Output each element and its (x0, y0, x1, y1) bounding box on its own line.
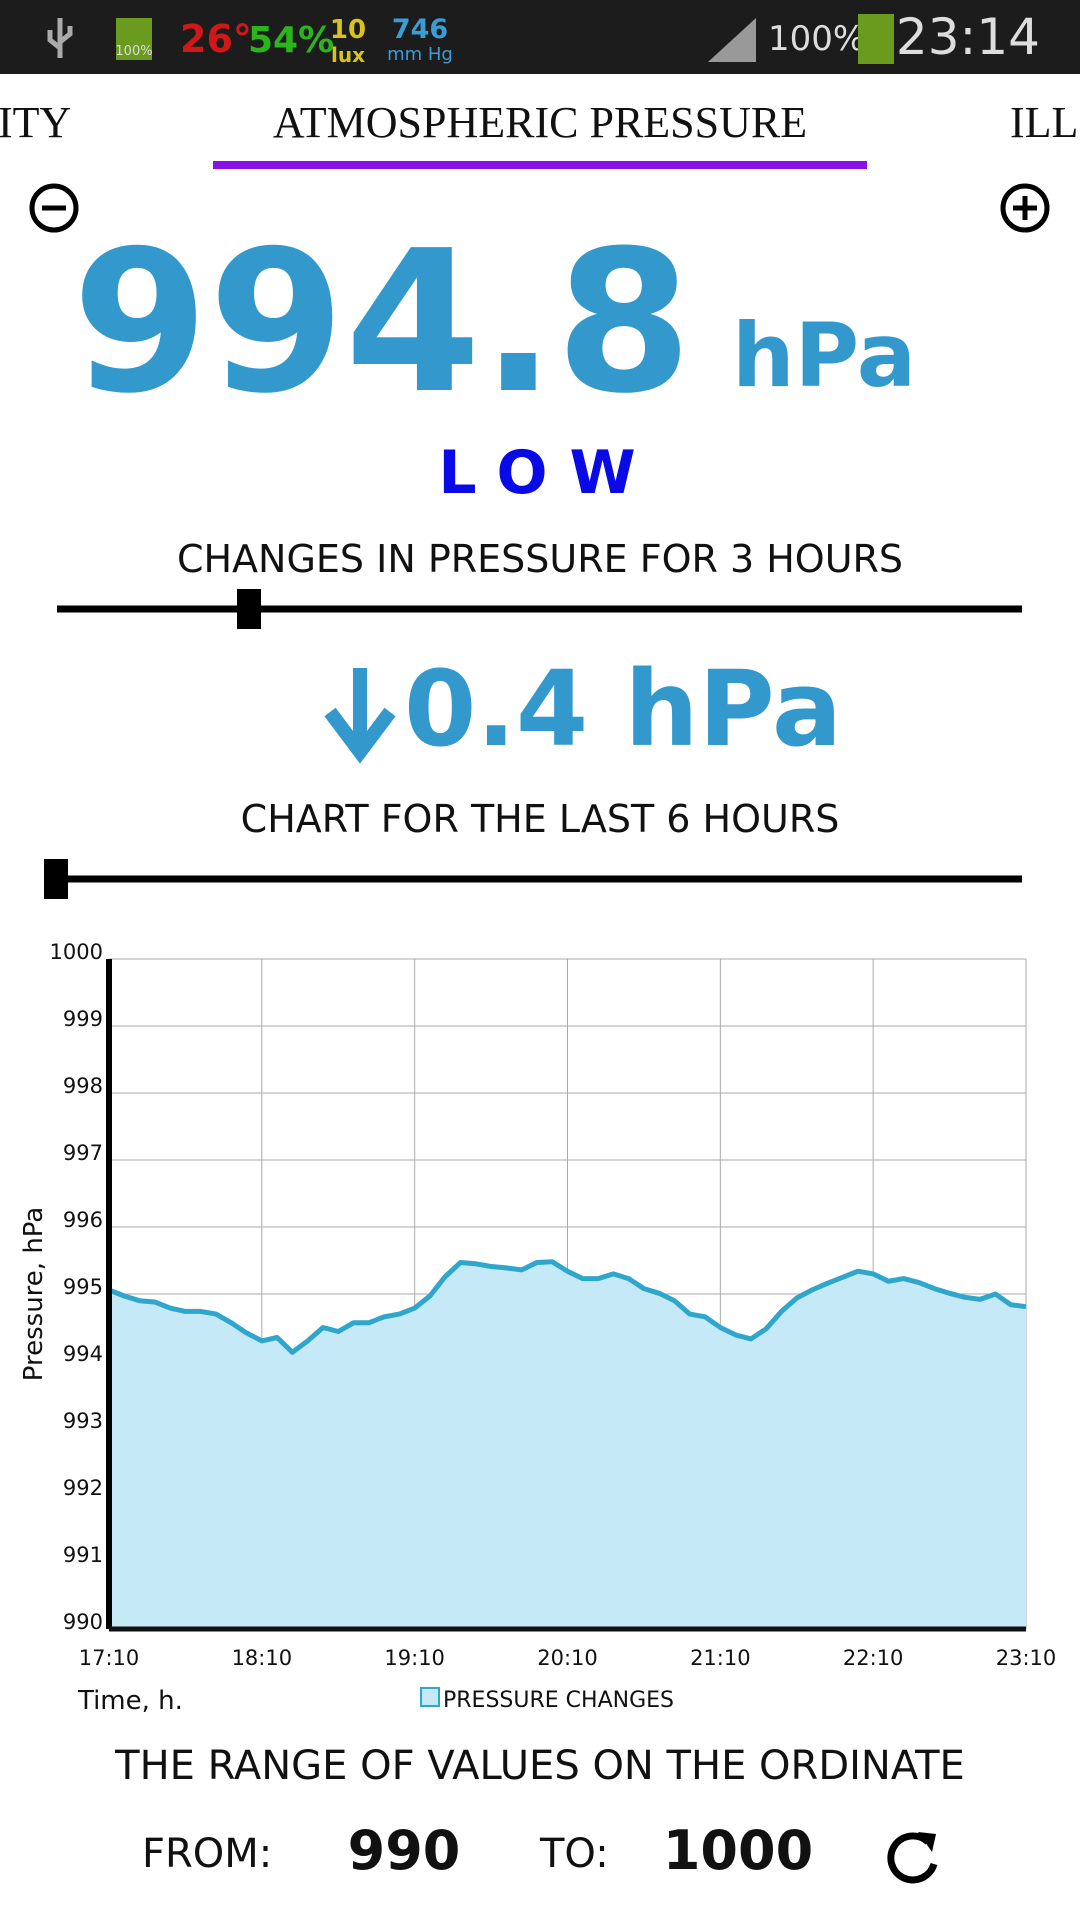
tab-indicator (213, 161, 867, 169)
x-axis-title: Time, h. (77, 1686, 183, 1716)
pressure-value: 994.8 (72, 209, 692, 437)
area (109, 1261, 1026, 1629)
temperature: 26° (180, 17, 252, 61)
section-title: CHART FOR THE LAST 6 HOURS (241, 797, 840, 841)
down-arrow (324, 668, 396, 764)
y-tick-label: 1000 (50, 940, 103, 964)
tab-active[interactable]: ATMOSPHERIC PRESSURE (273, 98, 807, 147)
signal-icon (708, 18, 756, 62)
battery-label: 100% (115, 44, 152, 59)
pressure-status: LOW (438, 438, 657, 508)
legend-swatch (420, 1687, 440, 1707)
humidity: 54% (248, 20, 334, 61)
x-tick-label: 17:10 (79, 1646, 140, 1670)
chart: PRESSURE CHANGES 990 991 992 993 994 995 996 997… (19, 940, 1056, 1716)
illuminance-unit: lux (331, 43, 365, 67)
x-tick-label: 23:10 (996, 1646, 1057, 1670)
y-axis-title: Pressure, hPa (19, 1207, 49, 1381)
y-tick-label: 990 (63, 1610, 103, 1634)
x-tick-label: 21:10 (690, 1646, 751, 1670)
x-tick-label: 18:10 (232, 1646, 293, 1670)
y-tick-label: 994 (63, 1342, 103, 1366)
x-tick-label: 22:10 (843, 1646, 904, 1670)
y-tick-label: 999 (63, 1007, 103, 1031)
y-tick-label: 992 (63, 1476, 103, 1500)
from-label: FROM: (142, 1831, 272, 1877)
to-value[interactable]: 1000 (663, 1819, 813, 1882)
pressure-mmhg: 746 (392, 14, 448, 45)
pressure-unit: mm Hg (387, 44, 453, 65)
zoom-in-button[interactable] (1000, 183, 1050, 233)
y-tick-label: 998 (63, 1074, 103, 1098)
signal: 100% (768, 19, 865, 59)
y-tick-label: 995 (63, 1275, 103, 1299)
tab[interactable]: ILL (1010, 98, 1078, 147)
section-title: THE RANGE OF VALUES ON THE ORDINATE (114, 1743, 965, 1789)
pressure-change: 0.4 hPa (404, 648, 842, 770)
slider-thumb[interactable] (237, 589, 261, 629)
y-tick-label: 993 (63, 1409, 103, 1433)
legend-label: PRESSURE CHANGES (443, 1688, 674, 1713)
status-bar (0, 0, 1080, 74)
line (108, 1259, 1027, 1355)
x-tick-label: 19:10 (384, 1646, 445, 1670)
battery-icon (116, 18, 152, 60)
pressure-unit: hPa (732, 304, 916, 407)
clock: 23:14 (896, 8, 1040, 66)
tab[interactable]: ITY (0, 98, 71, 147)
battery (858, 14, 894, 64)
x-tick-label: 20:10 (537, 1646, 598, 1670)
from-value[interactable]: 990 (348, 1819, 461, 1882)
slider-thumb[interactable] (44, 859, 68, 899)
illuminance: 10 (330, 15, 366, 45)
reset-button[interactable] (887, 1832, 938, 1884)
y-tick-label: 996 (63, 1208, 103, 1232)
zoom-out-button[interactable] (29, 183, 79, 233)
y-tick-label: 991 (63, 1543, 103, 1567)
section-title: CHANGES IN PRESSURE FOR 3 HOURS (177, 537, 903, 581)
to-label: TO: (539, 1831, 609, 1877)
usb-icon (47, 18, 73, 58)
y-tick-label: 997 (63, 1141, 103, 1165)
